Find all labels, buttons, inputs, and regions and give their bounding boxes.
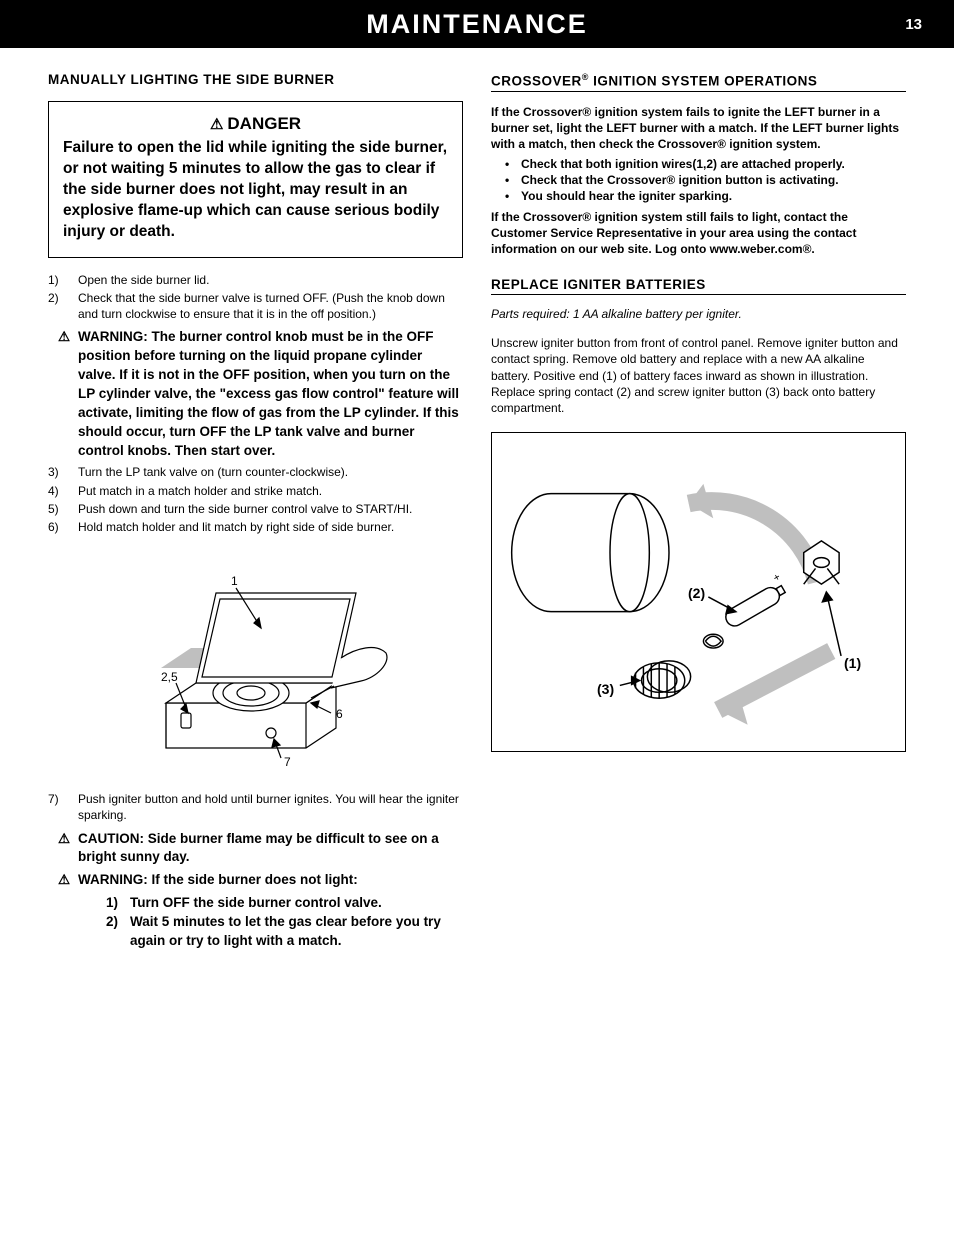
warning-block-1: ⚠ WARNING: The burner control knob must b… [48, 328, 463, 460]
step-item: 3)Turn the LP tank valve on (turn counte… [48, 464, 463, 480]
body-paragraph: Unscrew igniter button from front of con… [491, 335, 906, 416]
battery-illustration-box: + [491, 432, 906, 752]
side-burner-illustration: 1 2,5 6 7 [106, 553, 406, 773]
bullet-item: Check that both ignition wires(1,2) are … [491, 156, 906, 172]
step-text: Push igniter button and hold until burne… [78, 791, 463, 823]
sub-text: Wait 5 minutes to let the gas clear befo… [130, 913, 463, 951]
step-text: Open the side burner lid. [78, 272, 209, 288]
right-column: CROSSOVER® IGNITION SYSTEM OPERATIONS If… [491, 72, 906, 951]
step-text: Hold match holder and lit match by right… [78, 519, 394, 535]
parts-required: Parts required: 1 AA alkaline battery pe… [491, 307, 906, 321]
step-num: 2) [48, 290, 78, 322]
left-heading: MANUALLY LIGHTING THE SIDE BURNER [48, 72, 463, 87]
step-item: 5)Push down and turn the side burner con… [48, 501, 463, 517]
step-item: 7)Push igniter button and hold until bur… [48, 791, 463, 823]
warning-text: WARNING: If the side burner does not lig… [78, 872, 358, 887]
steps-list-2: 3)Turn the LP tank valve on (turn counte… [48, 464, 463, 535]
fig-label-7: 7 [284, 755, 291, 769]
step-num: 5) [48, 501, 78, 517]
step-item: 2)Check that the side burner valve is tu… [48, 290, 463, 322]
closing-paragraph: If the Crossover® ignition system still … [491, 209, 906, 258]
warning-block-2: ⚠ WARNING: If the side burner does not li… [48, 871, 463, 890]
registered-icon: ® [582, 72, 589, 82]
step-text: Turn the LP tank valve on (turn counter-… [78, 464, 348, 480]
step-num: 7) [48, 791, 78, 823]
bullet-list: Check that both ignition wires(1,2) are … [491, 156, 906, 205]
step-num: 1) [48, 272, 78, 288]
sub-item: 2)Wait 5 minutes to let the gas clear be… [106, 913, 463, 951]
caution-block: ⚠ CAUTION: Side burner flame may be diffi… [48, 830, 463, 868]
fig-label-1: 1 [231, 574, 238, 588]
fig-label-1: (1) [844, 655, 861, 671]
fig-label-2: (2) [688, 585, 705, 601]
right-heading-1: CROSSOVER® IGNITION SYSTEM OPERATIONS [491, 72, 906, 92]
fig-label-3: (3) [597, 681, 614, 697]
danger-title: ⚠DANGER [63, 114, 448, 134]
warning-triangle-icon: ⚠ [58, 871, 70, 890]
page-title: MAINTENANCE [366, 9, 588, 40]
heading-pre: CROSSOVER [491, 74, 582, 89]
bullet-item: You should hear the igniter sparking. [491, 188, 906, 204]
heading-post: IGNITION SYSTEM OPERATIONS [589, 74, 818, 89]
step-num: 6) [48, 519, 78, 535]
sub-text: Turn OFF the side burner control valve. [130, 894, 382, 913]
warning-triangle-icon: ⚠ [210, 116, 223, 133]
warning-text: WARNING: The burner control knob must be… [78, 329, 459, 457]
page-number: 13 [905, 16, 922, 33]
step-item: 6)Hold match holder and lit match by rig… [48, 519, 463, 535]
svg-text:+: + [771, 571, 782, 585]
step-text: Check that the side burner valve is turn… [78, 290, 463, 322]
caution-text: CAUTION: Side burner flame may be diffic… [78, 831, 439, 865]
warning-triangle-icon: ⚠ [58, 328, 70, 347]
sub-num: 2) [106, 913, 130, 951]
danger-box: ⚠DANGER Failure to open the lid while ig… [48, 101, 463, 258]
step-item: 1)Open the side burner lid. [48, 272, 463, 288]
intro-paragraph: If the Crossover® ignition system fails … [491, 104, 906, 153]
steps-list-3: 7)Push igniter button and hold until bur… [48, 791, 463, 823]
steps-list-1: 1)Open the side burner lid. 2)Check that… [48, 272, 463, 323]
danger-title-text: DANGER [227, 114, 301, 133]
left-column: MANUALLY LIGHTING THE SIDE BURNER ⚠DANGE… [48, 72, 463, 951]
content-columns: MANUALLY LIGHTING THE SIDE BURNER ⚠DANGE… [0, 72, 954, 991]
sub-item: 1)Turn OFF the side burner control valve… [106, 894, 463, 913]
fig-label-6: 6 [336, 707, 343, 721]
step-num: 4) [48, 483, 78, 499]
fig-label-25: 2,5 [161, 670, 178, 684]
danger-body: Failure to open the lid while igniting t… [63, 138, 448, 243]
right-heading-2: REPLACE IGNITER BATTERIES [491, 277, 906, 295]
header-bar: MAINTENANCE 13 [0, 0, 954, 48]
warning-triangle-icon: ⚠ [58, 830, 70, 849]
step-item: 4)Put match in a match holder and strike… [48, 483, 463, 499]
step-text: Put match in a match holder and strike m… [78, 483, 322, 499]
step-text: Push down and turn the side burner contr… [78, 501, 412, 517]
warning-sub-list: 1)Turn OFF the side burner control valve… [48, 894, 463, 951]
bullet-item: Check that the Crossover® ignition butto… [491, 172, 906, 188]
sub-num: 1) [106, 894, 130, 913]
step-num: 3) [48, 464, 78, 480]
